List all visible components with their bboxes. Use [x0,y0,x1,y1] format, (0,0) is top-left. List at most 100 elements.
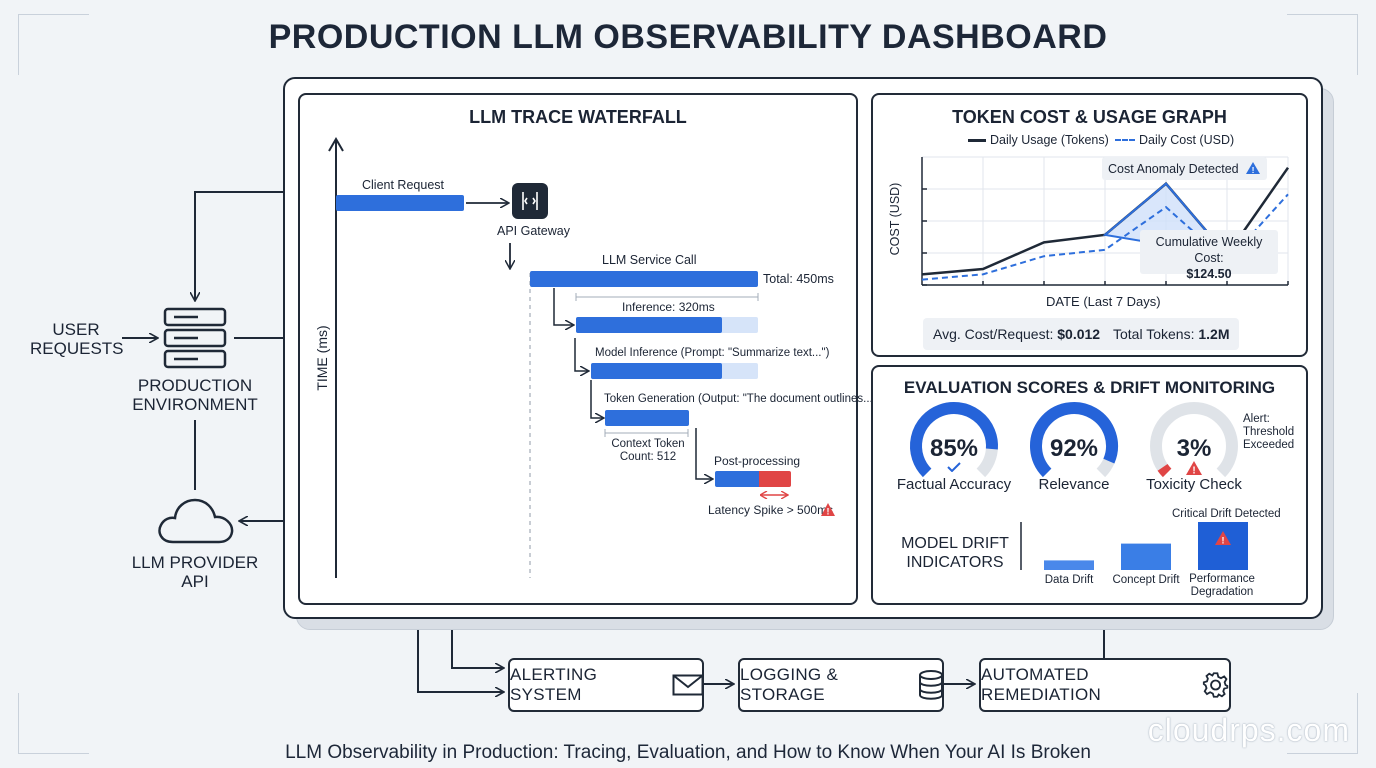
client-request-label: Client Request [362,178,444,192]
svg-text:!: ! [1252,165,1255,175]
llm-service-call-label: LLM Service Call [602,253,697,267]
logging-storage-box[interactable]: LOGGING & STORAGE [738,658,944,712]
avg-cost-label: Avg. Cost/Request: [933,326,1054,342]
llm-provider-line1: LLM PROVIDER [131,553,259,572]
token-cost-card: TOKEN COST & USAGE GRAPH [871,93,1308,357]
toxicity-value: 3% [1176,435,1212,462]
database-icon [919,670,942,700]
production-env-line1: PRODUCTION [137,376,253,395]
total-tokens-label: Total Tokens: [1113,326,1195,342]
drift-bar [1198,522,1248,570]
warning-icon: ! [821,503,835,517]
relevance-label: Relevance [1038,476,1110,493]
latency-spike-label: Latency Spike > 500ms [708,503,834,517]
cost-anomaly-text: Cost Anomaly Detected [1108,162,1239,176]
cloud-icon [158,498,234,544]
alerting-system-box[interactable]: ALERTING SYSTEM [508,658,704,712]
critical-drift-label: Critical Drift Detected [1172,508,1281,520]
alert-line3: Exceeded [1243,439,1295,451]
evaluation-title: EVALUATION SCORES & DRIFT MONITORING [903,378,1276,397]
server-icon [163,307,227,369]
factual-accuracy-label: Factual Accuracy [896,476,1012,493]
drift-bar [1044,560,1094,570]
gear-icon [1202,672,1229,698]
logging-storage-label: LOGGING & STORAGE [740,665,839,704]
avg-cost-stat: Avg. Cost/Request: $0.012 [923,318,1111,350]
legend-usage-label: Daily Usage (Tokens) [990,133,1109,147]
model-drift-line1: MODEL DRIFT [901,535,1009,552]
client-request-bar [336,195,464,211]
frame-corner [1287,14,1358,75]
alert-threshold-label: Alert: Threshold Exceeded [1243,413,1294,452]
model-drift-line2: INDICATORS [906,554,1004,571]
watermark: cloudrps.com [1147,712,1350,748]
production-environment-label: PRODUCTION ENVIRONMENT [120,376,270,414]
alerting-system-label: ALERTING SYSTEM [510,665,598,704]
data-drift-label: Data Drift [1044,574,1094,586]
warning-icon: ! [1246,162,1261,175]
trace-waterfall-card: LLM TRACE WATERFALL [298,93,858,605]
total-tokens-value: 1.2M [1198,326,1230,342]
frame-corner [18,14,89,75]
caption: LLM Observability in Production: Tracing… [285,742,1091,763]
relevance-value: 92% [1049,435,1099,462]
legend-usage-swatch [968,139,986,142]
alert-line2: Threshold [1243,426,1295,438]
production-env-line2: ENVIRONMENT [132,395,258,414]
token-generation-bar [605,410,689,426]
frame-corner [1287,693,1358,754]
warning-icon: ! [1215,531,1231,546]
avg-cost-value: $0.012 [1057,326,1101,342]
time-axis-label: TIME (ms) [314,325,330,391]
post-processing-spike-bar [759,471,791,487]
gauges [910,402,1238,478]
total-time-label: Total: 450ms [763,272,834,286]
mail-icon [672,674,702,696]
llm-provider-line2: API [181,572,209,591]
performance-degradation-label: Performance Degradation [1189,573,1255,598]
trace-waterfall-title: LLM TRACE WATERFALL [469,107,687,127]
context-token-line2: Count: 512 [619,451,677,463]
context-token-line1: Context Token [611,438,685,450]
drift-bar [1121,543,1171,570]
factual-accuracy-value: 85% [929,435,979,462]
toxicity-label: Toxicity Check [1146,476,1242,493]
total-tokens-stat: Total Tokens: 1.2M [1103,318,1240,350]
gauge-fill [1157,463,1172,478]
post-processing-label: Post-processing [714,454,801,468]
concept-drift-label: Concept Drift [1112,574,1180,586]
page-title: PRODUCTION LLM OBSERVABILITY DASHBOARD [268,18,1108,56]
cost-anomaly-label: Cost Anomaly Detected ! [1102,157,1268,180]
gauge-fill [1030,402,1118,478]
llm-service-call-bar [530,271,758,287]
inference-time-label: Inference: 320ms [622,300,715,314]
legend-cost-label: Daily Cost (USD) [1139,133,1235,147]
api-gateway-icon [512,183,548,219]
post-processing-bar [715,471,759,487]
model-inference-label: Model Inference (Prompt: "Summarize text… [595,347,830,359]
context-token-label: Context Token Count: 512 [608,438,688,464]
cumulative-cost-label: Cumulative Weekly Cost: [1155,235,1263,265]
svg-text:!: ! [1192,466,1195,477]
cost-axis-label: COST (USD) [888,182,902,256]
warning-icon: ! [1186,461,1202,477]
user-requests-label: USER REQUESTS [30,320,124,358]
automated-remediation-box[interactable]: AUTOMATED REMEDIATION [979,658,1231,712]
model-drift-title: MODEL DRIFT INDICATORS [893,534,1017,572]
token-cost-title: TOKEN COST & USAGE GRAPH [952,107,1227,127]
api-gateway-label: API Gateway [497,224,570,238]
svg-text:!: ! [1222,536,1225,546]
user-requests-line2: REQUESTS [30,339,124,358]
check-icon [947,462,961,472]
alert-line1: Alert: [1243,413,1270,425]
drift-chart: ! [1020,522,1248,570]
automated-remediation-label: AUTOMATED REMEDIATION [981,665,1102,704]
date-axis-label: DATE (Last 7 Days) [1046,294,1161,309]
legend-cost-swatch [1115,139,1135,141]
model-inference-bar [591,363,722,379]
llm-provider-label: LLM PROVIDER API [120,553,270,591]
trace-waterfall-graphics [328,137,856,578]
svg-text:!: ! [827,507,830,517]
user-requests-line1: USER [52,320,100,339]
